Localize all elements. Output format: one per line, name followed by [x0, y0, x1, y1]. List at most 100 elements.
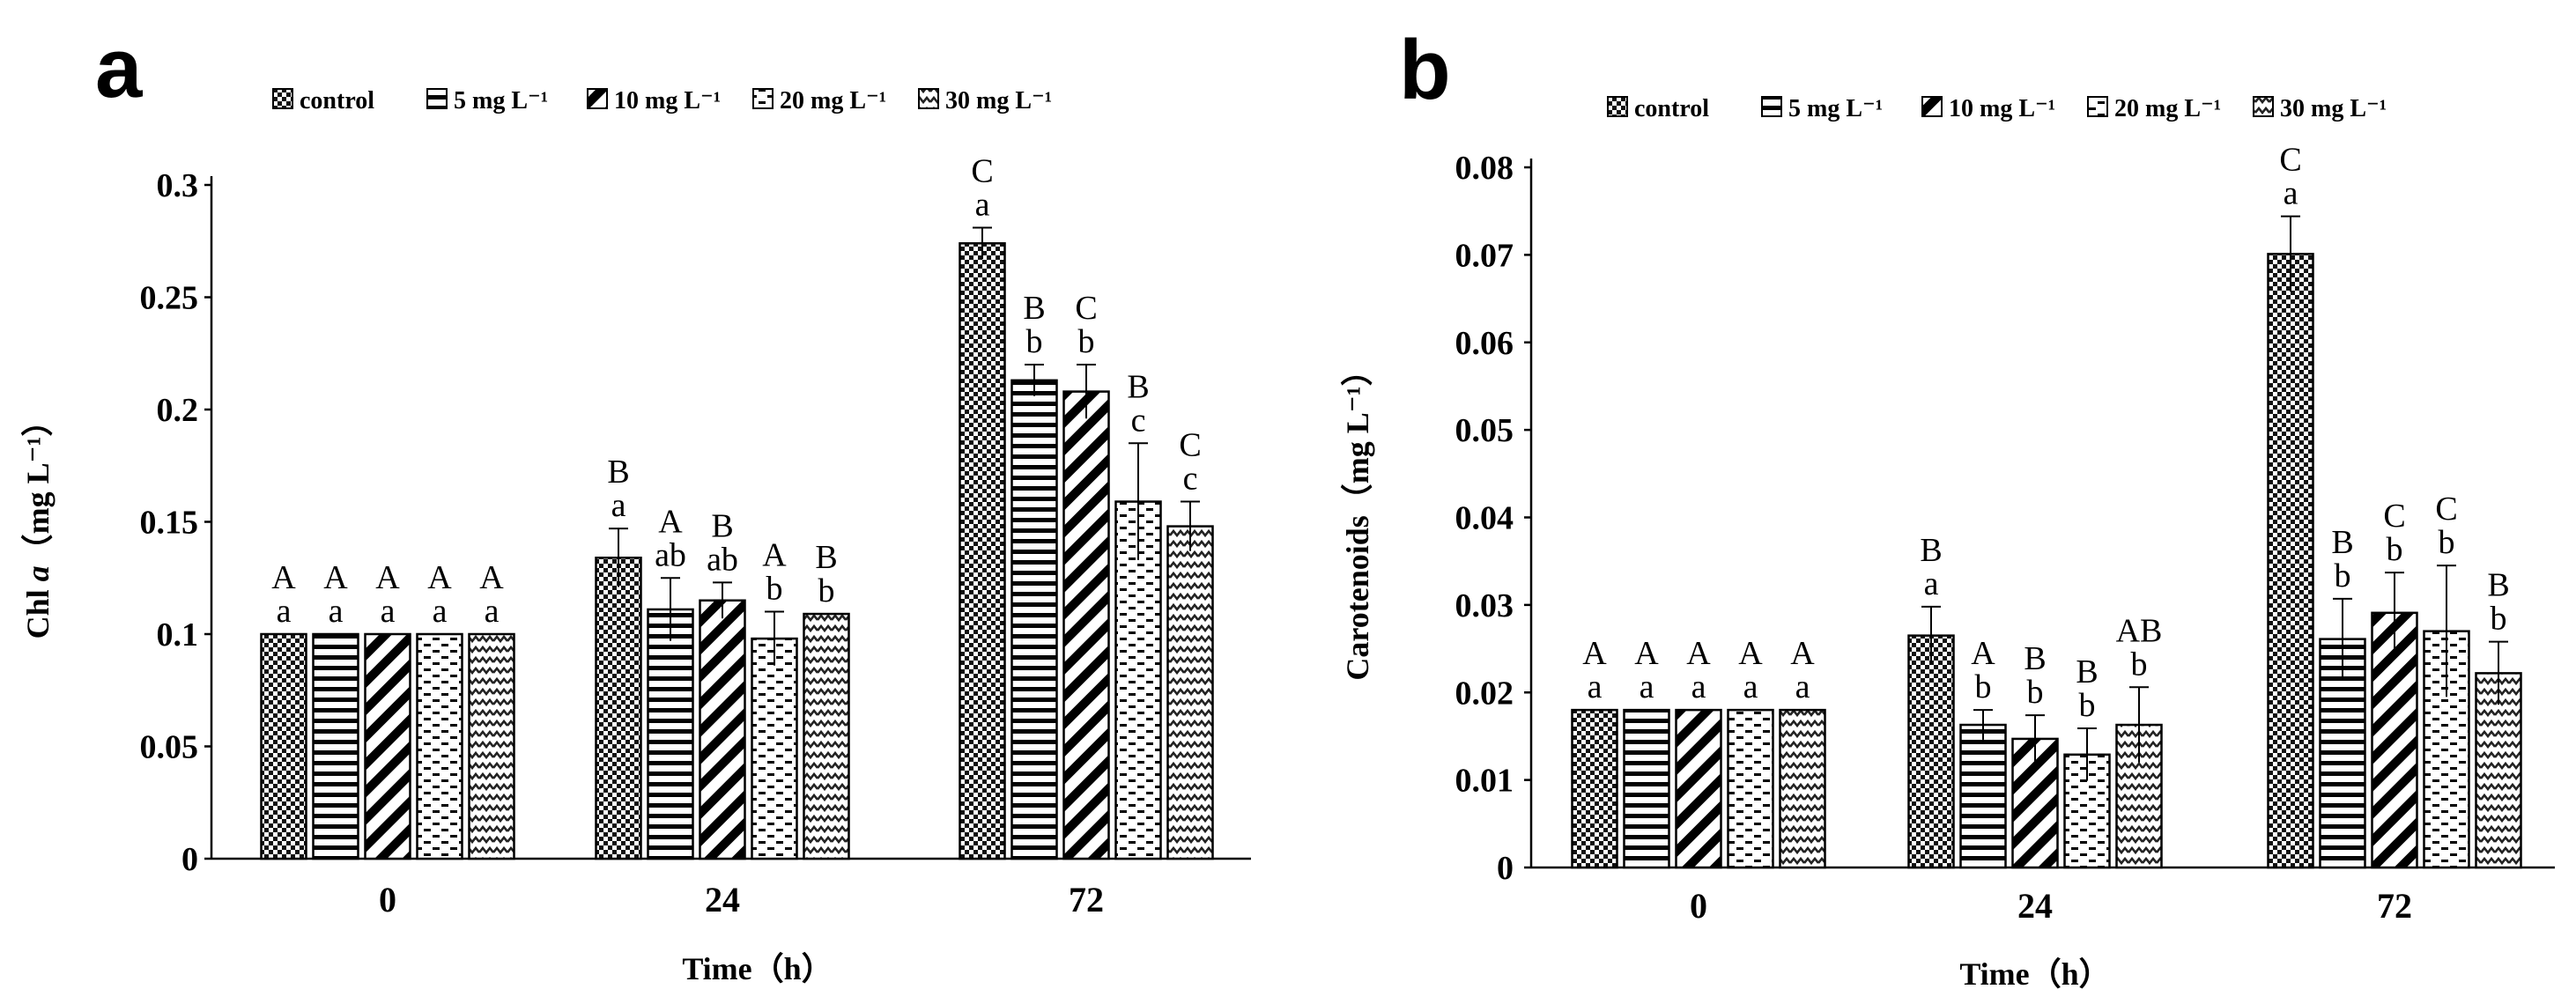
- chart-panel-a: a control 5 mg L⁻¹ 10 mg L⁻¹ 20 mg L⁻¹ 30 mg…: [20, 21, 1251, 986]
- y-tick-label: 0.05: [140, 729, 199, 766]
- bar: [1062, 390, 1110, 860]
- legend-swatch-zigzag: [918, 88, 939, 109]
- bar: [1166, 525, 1214, 860]
- significance-upper-label: B: [607, 454, 629, 491]
- y-tick-label: 0.08: [1455, 150, 1514, 187]
- significance-upper-label: B: [711, 507, 733, 544]
- significance-upper-label: A: [658, 503, 683, 540]
- y-tick-label: 0.3: [157, 167, 199, 204]
- bar: [803, 612, 850, 860]
- significance-lower-label: a: [433, 593, 448, 630]
- legend-label: 10 mg L⁻¹: [1949, 95, 2055, 122]
- significance-upper-label: B: [2076, 653, 2098, 690]
- bar: [1907, 634, 1955, 869]
- significance-lower-label: c: [1131, 402, 1146, 439]
- legend-label: control: [300, 87, 374, 114]
- y-tick-label: 0.1: [157, 616, 199, 653]
- significance-lower-label: a: [611, 487, 626, 524]
- x-tick-label: 0: [379, 880, 396, 919]
- legend-swatch-checker: [1607, 96, 1628, 117]
- bar: [468, 632, 515, 860]
- significance-upper-label: C: [2435, 491, 2457, 528]
- bar: [364, 632, 411, 860]
- significance-lower-label: b: [766, 571, 783, 608]
- significance-upper-label: A: [1790, 635, 1815, 672]
- significance-lower-label: a: [381, 593, 396, 630]
- legend-swatch-dashed-lines: [2087, 96, 2108, 117]
- y-tick-label: 0.2: [157, 392, 199, 429]
- significance-lower-label: b: [2335, 557, 2351, 594]
- significance-upper-label: B: [1127, 368, 1149, 405]
- significance-lower-label: b: [2131, 646, 2148, 683]
- panel-letter-a: a: [95, 21, 143, 115]
- significance-lower-label: b: [1078, 323, 1095, 360]
- bar: [751, 637, 798, 860]
- bar: [699, 599, 746, 860]
- significance-upper-label: A: [1686, 635, 1711, 672]
- significance-lower-label: b: [1975, 668, 1992, 705]
- significance-lower-label: b: [818, 572, 835, 609]
- y-axis-title-main: Carotenoids: [1340, 515, 1375, 680]
- significance-upper-label: B: [1920, 532, 1942, 569]
- bar: [260, 632, 307, 860]
- bar: [1114, 500, 1162, 860]
- bar: [1959, 723, 2007, 869]
- significance-upper-label: C: [2279, 142, 2301, 179]
- y-axis-title-unit: （mg L⁻¹）: [20, 405, 56, 566]
- significance-upper-label: A: [1634, 635, 1659, 672]
- bar: [1623, 708, 1670, 869]
- legend-swatch-checker: [272, 88, 293, 109]
- significance-lower-label: c: [1183, 461, 1198, 498]
- significance-lower-label: b: [2387, 531, 2403, 568]
- bar: [416, 632, 463, 860]
- significance-upper-label: A: [271, 559, 296, 596]
- bar: [1727, 708, 1774, 869]
- significance-lower-label: ab: [655, 536, 686, 573]
- bar: [1010, 379, 1058, 860]
- legend-swatch-horizontal-lines: [1761, 96, 1782, 117]
- significance-upper-label: A: [323, 559, 348, 596]
- plot-area-a: 00.050.10.150.20.250.30 24 72aAaBaCaAabAbB…: [140, 152, 1251, 919]
- y-tick-label: 0.05: [1455, 412, 1514, 449]
- significance-upper-label: A: [375, 559, 400, 596]
- legend-label: control: [1634, 95, 1709, 122]
- legend-label: 10 mg L⁻¹: [614, 87, 721, 114]
- bar: [2475, 672, 2522, 869]
- y-tick-label: 0.01: [1455, 763, 1514, 800]
- x-tick-label: 0: [1690, 886, 1707, 926]
- significance-upper-label: A: [1971, 635, 1995, 672]
- y-axis-title-unit: （mg L⁻¹）: [1340, 354, 1375, 515]
- significance-lower-label: b: [2439, 524, 2455, 561]
- bar: [312, 632, 359, 860]
- legend-label: 5 mg L⁻¹: [1788, 95, 1883, 122]
- bar: [1675, 708, 1722, 869]
- legend-label: 20 mg L⁻¹: [780, 87, 886, 114]
- significance-lower-label: b: [1026, 323, 1043, 360]
- significance-upper-label: B: [2331, 524, 2353, 561]
- bar: [1571, 708, 1618, 869]
- legend-swatch-diagonal-lines: [1921, 96, 1943, 117]
- significance-lower-label: ab: [707, 541, 738, 578]
- y-tick-label: 0.25: [140, 280, 199, 317]
- significance-lower-label: a: [975, 186, 990, 223]
- y-tick-label: 0.04: [1455, 500, 1514, 537]
- chart-panel-b: b control 5 mg L⁻¹ 10 mg L⁻¹ 20 mg L⁻¹ 30 mg…: [1340, 23, 2555, 992]
- y-tick-label: 0.15: [140, 505, 199, 542]
- significance-lower-label: a: [329, 593, 344, 630]
- significance-upper-label: B: [815, 539, 837, 576]
- significance-lower-label: a: [485, 593, 500, 630]
- significance-upper-label: B: [2487, 567, 2509, 604]
- x-tick-label: 24: [2017, 886, 2053, 926]
- x-tick-label: 72: [2377, 886, 2412, 926]
- y-axis-title-italic: a: [20, 565, 56, 581]
- legend-swatch-dashed-lines: [752, 88, 774, 109]
- significance-lower-label: a: [1588, 668, 1603, 705]
- y-tick-label: 0: [1497, 850, 1514, 887]
- significance-upper-label: A: [762, 537, 787, 574]
- y-tick-label: 0.02: [1455, 675, 1514, 712]
- significance-upper-label: A: [427, 559, 452, 596]
- y-axis-title-b: Carotenoids（mg L⁻¹）: [1340, 354, 1375, 680]
- x-tick-label: 24: [705, 880, 740, 919]
- panel-letter-b: b: [1399, 23, 1451, 117]
